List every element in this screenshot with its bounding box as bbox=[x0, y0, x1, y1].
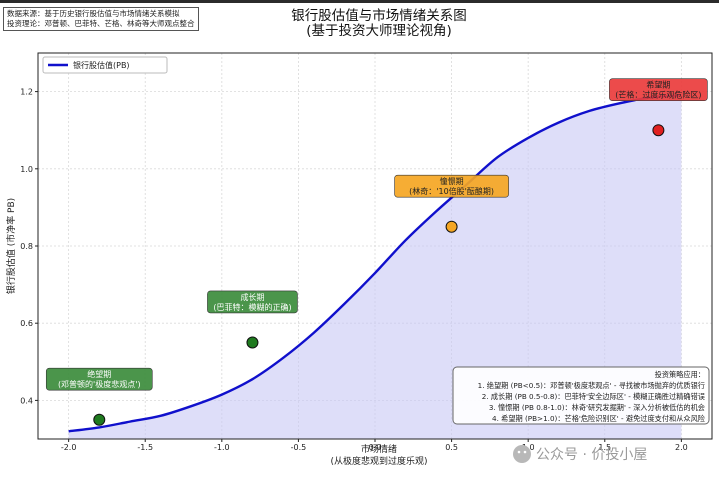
wechat-icon bbox=[513, 445, 531, 463]
annotation-title: 绝望期 bbox=[87, 369, 111, 379]
strategy-line-4: 4. 希望期 (PB>1.0)：芒格'危险识别区' - 避免过度支付和从众风险 bbox=[492, 414, 706, 423]
y-tick-label: 1.2 bbox=[20, 88, 33, 97]
annotation-subtitle: (林奇：'10倍股'酝酿期) bbox=[409, 186, 494, 196]
annotations: 绝望期(邓普顿的'极度悲观点') 成长期(巴菲特：模糊的正确) 憧憬期(林奇：'10… bbox=[45, 78, 708, 391]
curve-fill-area bbox=[68, 95, 682, 440]
strategy-line-3: 3. 憧憬期 (PB 0.8-1.0)：林奇'研究发掘期' - 深入分析被低估的… bbox=[489, 403, 705, 412]
wechat-icon-eye-right bbox=[523, 450, 527, 454]
annotation-subtitle: (邓普顿的'极度悲观点') bbox=[58, 379, 141, 389]
pb-curve-line bbox=[68, 94, 682, 433]
y-tick-label: 0.6 bbox=[20, 319, 33, 328]
data-point bbox=[652, 124, 665, 137]
legend-label: 银行股估值(PB) bbox=[73, 60, 130, 70]
data-source-note: 数据来源：基于历史银行股估值与市场情绪关系模拟 投资理论：邓普顿、巴菲特、芒格、… bbox=[3, 7, 199, 31]
annotation-title: 憧憬期 bbox=[440, 176, 464, 186]
y-tick-label: 0.4 bbox=[20, 396, 33, 405]
annotation-subtitle: (巴菲特：模糊的正确) bbox=[213, 302, 291, 312]
strategy-box: 投资策略应用： 1. 绝望期 (PB<0.5)：邓普顿'极度悲观点' - 寻找被… bbox=[452, 366, 710, 425]
annotation-title: 希望期 bbox=[646, 80, 670, 90]
strategy-line-2: 2. 成长期 (PB 0.5-0.8)：巴菲特'安全边际区' - 模糊正确胜过精… bbox=[482, 392, 705, 401]
data-point bbox=[93, 413, 106, 426]
source-note-line-2: 投资理论：邓普顿、巴菲特、芒格、林奇等大师观点整合 bbox=[7, 19, 195, 28]
strategy-box-frame bbox=[452, 366, 710, 425]
x-axis-sublabel: (从极度悲观到过度乐观) bbox=[330, 455, 427, 467]
x-tick-label: -0.5 bbox=[291, 443, 307, 452]
x-tick-label: -1.0 bbox=[214, 443, 230, 452]
data-points bbox=[93, 124, 665, 426]
x-tick-label: 0.0 bbox=[369, 443, 382, 452]
strategy-title: 投资策略应用： bbox=[655, 370, 705, 379]
data-point bbox=[445, 220, 458, 233]
strategy-line-1: 1. 绝望期 (PB<0.5)：邓普顿'极度悲观点' - 寻找被市场抛弃的优质银… bbox=[478, 381, 705, 390]
window-top-bar bbox=[0, 0, 719, 3]
x-tick-label: -2.0 bbox=[61, 443, 77, 452]
x-tick-label: 2.0 bbox=[675, 443, 688, 452]
legend-box bbox=[42, 56, 168, 74]
annotation-box bbox=[394, 174, 509, 198]
y-tick-label: 0.8 bbox=[20, 242, 33, 251]
data-point bbox=[246, 336, 259, 349]
y-tick-label: 1.0 bbox=[20, 165, 33, 174]
annotation-box bbox=[207, 290, 298, 314]
source-note-line-1: 数据来源：基于历史银行股估值与市场情绪关系模拟 bbox=[7, 9, 180, 18]
annotation-box bbox=[609, 78, 708, 101]
x-tick-label: 1.5 bbox=[598, 443, 611, 452]
annotation-title: 成长期 bbox=[240, 292, 264, 302]
wechat-icon-eye-left bbox=[517, 450, 521, 454]
legend: 银行股估值(PB) bbox=[42, 56, 168, 74]
chart-subtitle: (基于投资大师理论视角) bbox=[306, 22, 452, 39]
annotation-box bbox=[45, 367, 153, 391]
x-tick-label: -1.5 bbox=[137, 443, 153, 452]
annotation-subtitle: (芒格：过度乐观危险区) bbox=[615, 90, 701, 100]
x-axis-label: 市场情绪 bbox=[361, 443, 397, 455]
chart-title: 银行股估值与市场情绪关系图 bbox=[291, 7, 467, 24]
watermark: 公众号 · 价投小屋 bbox=[513, 445, 647, 463]
x-tick-label: 0.5 bbox=[445, 443, 458, 452]
y-axis-ticks: 0.4 0.6 0.8 1.0 1.2 bbox=[20, 88, 38, 405]
y-axis-label: 银行股估值 (市净率 PB) bbox=[5, 198, 17, 294]
watermark-text: 公众号 · 价投小屋 bbox=[536, 447, 647, 463]
